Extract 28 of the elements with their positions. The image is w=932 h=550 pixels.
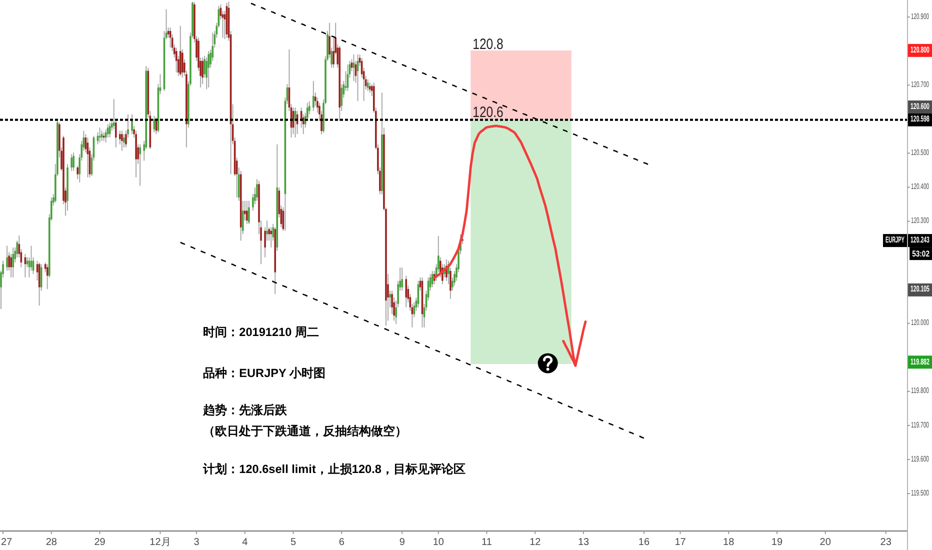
- x-tick-label: 5: [290, 537, 296, 548]
- x-tick-label: 10: [432, 537, 444, 548]
- x-tick-label: 9: [399, 537, 406, 548]
- annotation: （欧日处于下跌通道，反抽结构做空）: [203, 424, 408, 438]
- annotation: 品种：EURJPY 小时图: [203, 366, 326, 380]
- x-tick-label: 29: [94, 537, 106, 548]
- x-tick-label: 12月: [150, 537, 171, 548]
- x-tick-label: 27: [1, 537, 13, 548]
- annotation: 时间：20191210 周二: [203, 325, 319, 340]
- x-tick-label: 4: [242, 537, 248, 548]
- x-tick-label: 23: [880, 537, 892, 548]
- x-tick-label: 18: [723, 537, 735, 548]
- x-tick-label: 19: [771, 537, 783, 548]
- x-tick-label: 11: [482, 537, 492, 548]
- text: 119.882: [910, 357, 930, 367]
- annotation: 计划：120.6sell limit，止损120.8，目标见评论区: [202, 462, 466, 476]
- annotation: 120.6: [472, 104, 504, 120]
- x-tick-label: 3: [194, 537, 200, 548]
- x-tick-label: 20: [820, 537, 832, 548]
- text: 53:02: [912, 248, 930, 259]
- x-tick-label: 28: [46, 537, 58, 548]
- x-tick-label: 16: [638, 537, 650, 548]
- x-tick-label: 6: [338, 537, 345, 548]
- x-tick-label: 13: [578, 537, 590, 548]
- annotation: 120.8: [472, 36, 504, 52]
- x-tick-label: 17: [674, 537, 686, 548]
- annotation: 趋势：先涨后跌: [202, 403, 288, 418]
- x-tick-label: 12: [530, 537, 542, 548]
